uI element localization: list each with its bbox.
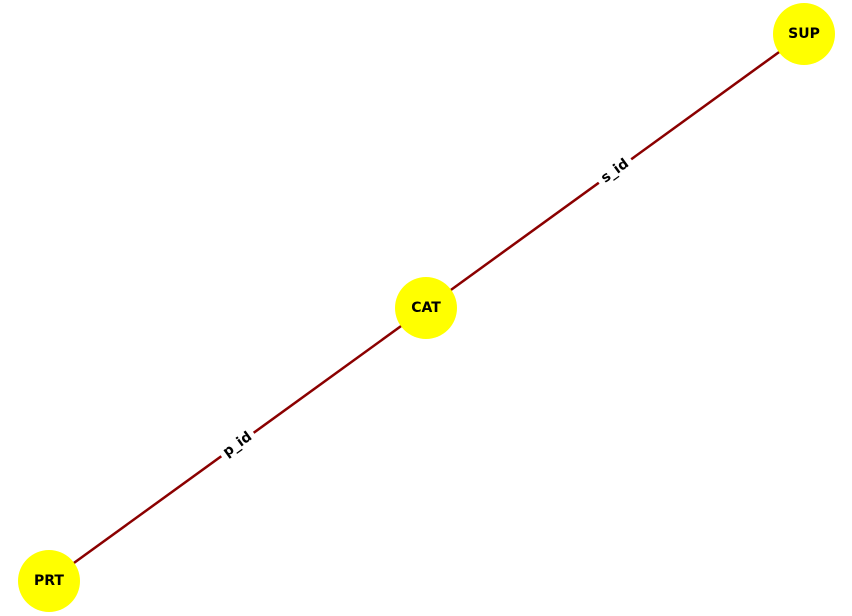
edge-sup-cat-label-background [592,150,637,191]
node-prt[interactable]: PRT [18,550,80,612]
node-sup-label: SUP [788,26,820,42]
node-sup-circle[interactable] [773,3,835,65]
node-prt-circle[interactable] [18,550,80,612]
nodes-layer: SUP CAT PRT [18,3,835,612]
node-cat[interactable]: CAT [395,277,457,339]
node-sup[interactable]: SUP [773,3,835,65]
node-cat-circle[interactable] [395,277,457,339]
edge-cat-prt-label-background [214,423,259,464]
node-prt-label: PRT [34,573,64,589]
node-cat-label: CAT [411,300,441,316]
